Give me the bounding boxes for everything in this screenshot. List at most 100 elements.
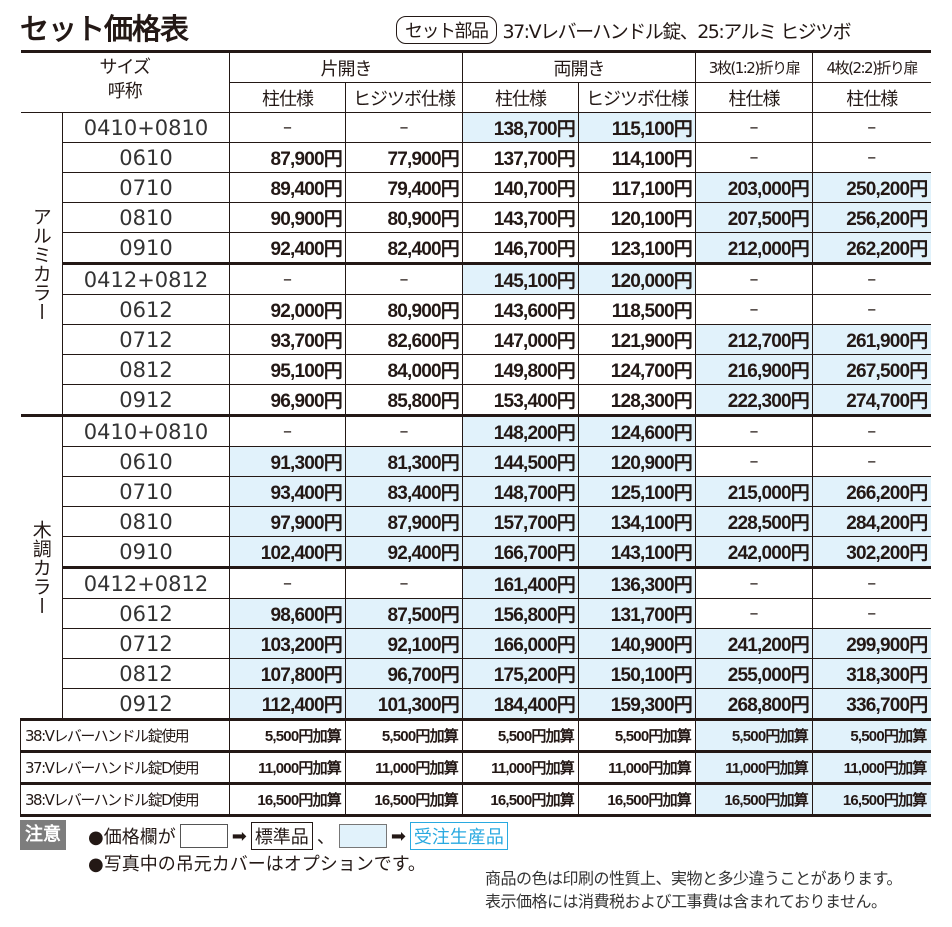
price-cell: – — [812, 294, 931, 325]
size-cell: 0810 — [62, 506, 230, 537]
price-value: 131,700円 — [610, 605, 693, 626]
size-header: サイズ 呼称 — [20, 50, 230, 113]
size-cell: 0412+0812 — [62, 262, 230, 295]
price-value: 146,700円 — [493, 239, 576, 260]
price-value: 147,000円 — [493, 331, 576, 352]
group-header-4fold: 4枚(2:2)折り扉 — [812, 50, 931, 83]
price-cell: 120,100円 — [578, 202, 696, 233]
dash-mark: – — [867, 451, 877, 472]
extra-label: 37:Vレバーハンドル錠D使用 — [20, 750, 230, 784]
price-value: 267,500円 — [846, 361, 928, 382]
disclaimer-line: 表示価格には消費税および工事費は含まれておりません。 — [485, 892, 887, 911]
price-value: 85,800円 — [387, 391, 459, 412]
price-cell: 266,200円 — [812, 476, 931, 507]
price-cell: – — [695, 446, 813, 477]
price-value: 77,900円 — [387, 149, 459, 170]
extra-row: 37:Vレバーハンドル錠D使用 11,000円加算 11,000円加算 11,000円… — [20, 750, 931, 784]
price-cell: 92,100円 — [345, 628, 463, 659]
table-row: 0912 112,400円 101,300円 184,400円 159,300円 268,… — [21, 688, 931, 720]
price-value: 5,500円加算 — [731, 728, 809, 745]
price-cell: 153,400円 — [462, 384, 579, 416]
price-cell: 82,600円 — [345, 324, 463, 355]
dash-mark: – — [867, 573, 877, 594]
price-cell: 212,700円 — [695, 324, 813, 355]
size-cell: 0912 — [62, 384, 230, 416]
price-cell: 216,900円 — [695, 354, 813, 385]
section-label: 木調カラー — [20, 414, 63, 720]
price-cell: 268,800円 — [695, 688, 813, 720]
price-cell: 92,400円 — [345, 536, 463, 568]
price-cell: 166,700円 — [462, 536, 579, 568]
extra-price-cell: 16,500円加算 — [695, 782, 813, 817]
price-cell: 159,300円 — [578, 688, 696, 720]
extra-price-cell: 16,500円加算 — [345, 782, 463, 817]
price-value: 5,500円加算 — [614, 728, 692, 745]
extra-label: 38:Vレバーハンドル錠D使用 — [20, 782, 230, 817]
price-cell: – — [812, 446, 931, 477]
price-value: 92,400円 — [270, 239, 342, 260]
size-cell: 0612 — [62, 598, 230, 629]
size-cell: 0710 — [62, 172, 230, 203]
price-cell: 107,800円 — [229, 658, 346, 689]
price-value: 16,500円加算 — [724, 792, 808, 809]
size-cell: 0810 — [62, 202, 230, 233]
price-value: 299,900円 — [846, 635, 928, 656]
table-row: 0612 92,000円 80,900円 143,600円 118,500円 – – — [21, 294, 931, 325]
price-value: 143,700円 — [493, 209, 576, 230]
extra-price-cell: 11,000円加算 — [578, 750, 696, 784]
price-value: 228,500円 — [727, 513, 810, 534]
price-cell: – — [695, 294, 813, 325]
price-value: 92,100円 — [387, 635, 459, 656]
price-cell: – — [229, 262, 346, 295]
dash-mark: – — [283, 269, 292, 290]
size-cell: 0410+0810 — [62, 112, 230, 143]
price-cell: 89,400円 — [229, 172, 346, 203]
price-value: 184,400円 — [493, 695, 576, 716]
legend-line: ●価格欄が ➡ 標準品 、 ➡ 受注生産品 — [88, 822, 508, 850]
price-cell: 138,700円 — [462, 112, 579, 143]
price-value: 82,400円 — [387, 239, 459, 260]
price-value: 16,500円加算 — [607, 792, 691, 809]
price-value: 11,000円加算 — [725, 760, 809, 777]
price-value: 81,300円 — [387, 453, 459, 474]
legend-white-swatch — [179, 824, 228, 848]
table-row: 0810 97,900円 87,900円 157,700円 134,100円 228,50… — [21, 506, 931, 537]
price-cell: 91,300円 — [229, 446, 346, 477]
price-cell: 115,100円 — [578, 112, 696, 143]
table-row: 0910 102,400円 92,400円 166,700円 143,100円 242,0… — [21, 536, 931, 568]
price-cell: 137,700円 — [462, 142, 579, 173]
subcol-header: ヒジツボ仕様 — [578, 82, 696, 113]
extra-price-cell: 11,000円加算 — [462, 750, 579, 784]
price-value: 5,500円加算 — [381, 728, 459, 745]
dash-mark: – — [283, 421, 292, 442]
price-value: 120,100円 — [610, 209, 693, 230]
price-cell: 97,900円 — [229, 506, 346, 537]
price-value: 124,700円 — [610, 361, 693, 382]
table-row: 0710 93,400円 83,400円 148,700円 125,100円 215,00… — [21, 476, 931, 507]
dash-mark: – — [867, 269, 877, 290]
price-value: 98,600円 — [270, 605, 342, 626]
price-cell: 274,700円 — [812, 384, 931, 416]
dash-mark: – — [749, 603, 759, 624]
size-cell: 0410+0810 — [62, 414, 230, 447]
price-cell: – — [345, 414, 463, 447]
price-cell: 96,900円 — [229, 384, 346, 416]
dash-mark: – — [399, 117, 409, 138]
price-value: 143,600円 — [493, 301, 576, 322]
dash-mark: – — [749, 269, 759, 290]
price-value: 103,200円 — [260, 635, 343, 656]
price-cell: 145,100円 — [462, 262, 579, 295]
price-cell: 117,100円 — [578, 172, 696, 203]
price-cell: 148,700円 — [462, 476, 579, 507]
price-value: 207,500円 — [727, 209, 810, 230]
price-value: 261,900円 — [846, 331, 928, 352]
dash-mark: – — [749, 573, 759, 594]
price-value: 266,200円 — [846, 483, 928, 504]
price-cell: 112,400円 — [229, 688, 346, 720]
disclaimer-line: 商品の色は印刷の性質上、実物と多少違うことがあります。 — [485, 869, 902, 888]
price-cell: 87,500円 — [345, 598, 463, 629]
price-cell: – — [695, 598, 813, 629]
price-value: 92,400円 — [387, 543, 459, 564]
dash-mark: – — [399, 269, 409, 290]
price-cell: 95,100円 — [229, 354, 346, 385]
